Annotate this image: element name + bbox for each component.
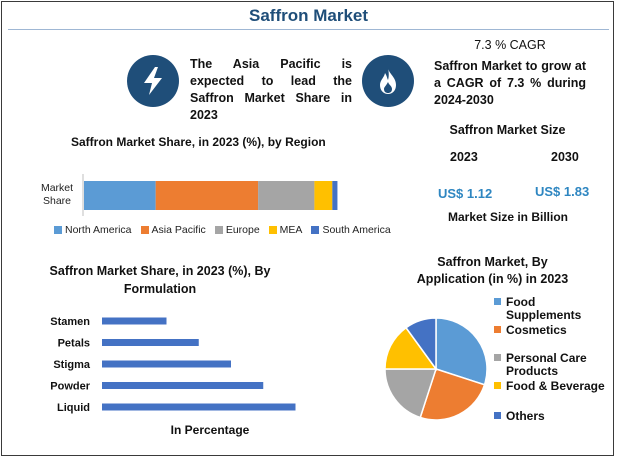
application-legend-item: Food Supplements (494, 296, 614, 326)
legend-swatch (54, 226, 62, 234)
legend-swatch (494, 412, 501, 419)
region-legend-label: Asia Pacific (151, 224, 206, 236)
region-chart-title: Saffron Market Share, in 2023 (%), by Re… (71, 135, 326, 149)
cagr-label: 7.3 % CAGR (474, 38, 546, 52)
application-legend-item: Cosmetics (494, 324, 614, 354)
application-legend-label-line: Supplements (506, 308, 582, 322)
region-legend-item: Europe (214, 224, 260, 236)
formulation-category-label: Powder (50, 381, 90, 393)
legend-swatch (494, 382, 501, 389)
region-bar-asia-pacific (155, 181, 259, 210)
legend-swatch (311, 226, 320, 234)
region-legend-item: South America (311, 224, 391, 236)
application-legend-label-line: Food (506, 295, 536, 309)
formulation-category-label: Stamen (50, 316, 90, 328)
pie-slice-others (404, 317, 437, 372)
formulation-bar-liquid (102, 403, 296, 411)
formulation-xlabel: In Percentage (170, 423, 250, 437)
application-chart-title: Saffron Market, By Application (in %) in… (400, 254, 585, 288)
region-legend-label: North America (65, 224, 132, 236)
market-size-year-2023: 2023 (450, 150, 478, 164)
formulation-chart-title: Saffron Market Share, in 2023 (%), By Fo… (40, 262, 280, 298)
application-title-line: Application (in %) in 2023 (416, 272, 569, 286)
application-legend-label-line: Others (506, 409, 545, 423)
region-legend-label: MEA (279, 224, 303, 236)
application-legend-item: Personal Care Products (494, 352, 614, 382)
formulation-category-label: Liquid (57, 402, 90, 414)
cagr-text: Saffron Market to grow at a CAGR of 7.3 … (434, 59, 586, 107)
region-category-label: Market Share (34, 182, 80, 208)
title-divider (8, 29, 609, 30)
region-legend-item: North America (54, 224, 132, 236)
market-size-value-2023: US$ 1.12 (438, 186, 493, 201)
formulation-title-line: Saffron Market Share, in 2023 (%), By (49, 264, 271, 278)
region-legend-item: MEA (268, 224, 303, 236)
market-size-value-2030: US$ 1.83 (535, 184, 590, 199)
insight-text: The Asia Pacific is expected to lead the… (190, 57, 352, 122)
region-legend-label: Europe (225, 224, 260, 236)
formulation-bar-petals (102, 339, 199, 346)
legend-swatch (214, 226, 223, 234)
lightning-icon (127, 55, 179, 107)
market-size-heading: Saffron Market Size (449, 123, 566, 137)
region-bar-south-america (332, 181, 338, 210)
pie-slice-food-supplements (435, 317, 488, 386)
region-category-label-line: Share (42, 195, 72, 207)
region-bar-europe (258, 181, 315, 210)
formulation-bar-stamen (102, 317, 167, 325)
pie-slice-personal-care-products (384, 368, 438, 419)
application-legend-label-line: Personal Care (506, 351, 587, 365)
application-legend: Food Supplements Cosmetics Personal Care Pro… (494, 294, 614, 434)
application-legend-label-line: Food & Beverage (506, 379, 605, 393)
region-legend: North America Asia Pacific Europe MEA South … (54, 224, 391, 236)
region-legend-label: South America (322, 224, 391, 236)
legend-swatch (494, 326, 501, 333)
application-title-line: Saffron Market, By (437, 255, 548, 269)
legend-swatch (140, 226, 149, 234)
formulation-category-label: Stigma (53, 359, 91, 371)
application-legend-label: Personal Care Products (506, 352, 616, 378)
legend-swatch (494, 298, 501, 305)
application-legend-label: Others (506, 410, 616, 423)
application-legend-item: Others (494, 410, 614, 440)
region-bar-north-america (84, 181, 156, 210)
application-legend-label-line: Cosmetics (506, 323, 567, 337)
pie-slice-food-beverage (384, 326, 438, 370)
region-bar-mea (314, 181, 333, 210)
application-legend-item: Food & Beverage (494, 380, 614, 410)
legend-swatch (494, 354, 501, 361)
market-size-caption: Market Size in Billion (447, 210, 569, 224)
formulation-category-label: Petals (58, 338, 90, 350)
application-legend-label: Food Supplements (506, 296, 616, 322)
application-legend-label-line: Products (506, 364, 559, 378)
region-category-label-line: Market (40, 182, 74, 194)
page-title: Saffron Market (248, 6, 369, 25)
formulation-bar-powder (102, 382, 264, 389)
pie-slice-cosmetics (419, 368, 486, 421)
region-legend-item: Asia Pacific (140, 224, 206, 236)
formulation-title-line: Formulation (123, 282, 197, 296)
formulation-bar-stigma (102, 360, 231, 368)
legend-swatch (268, 226, 277, 234)
application-legend-label: Cosmetics (506, 324, 616, 337)
flame-icon (362, 55, 414, 107)
application-legend-label: Food & Beverage (506, 380, 616, 393)
market-size-year-2030: 2030 (551, 150, 579, 164)
